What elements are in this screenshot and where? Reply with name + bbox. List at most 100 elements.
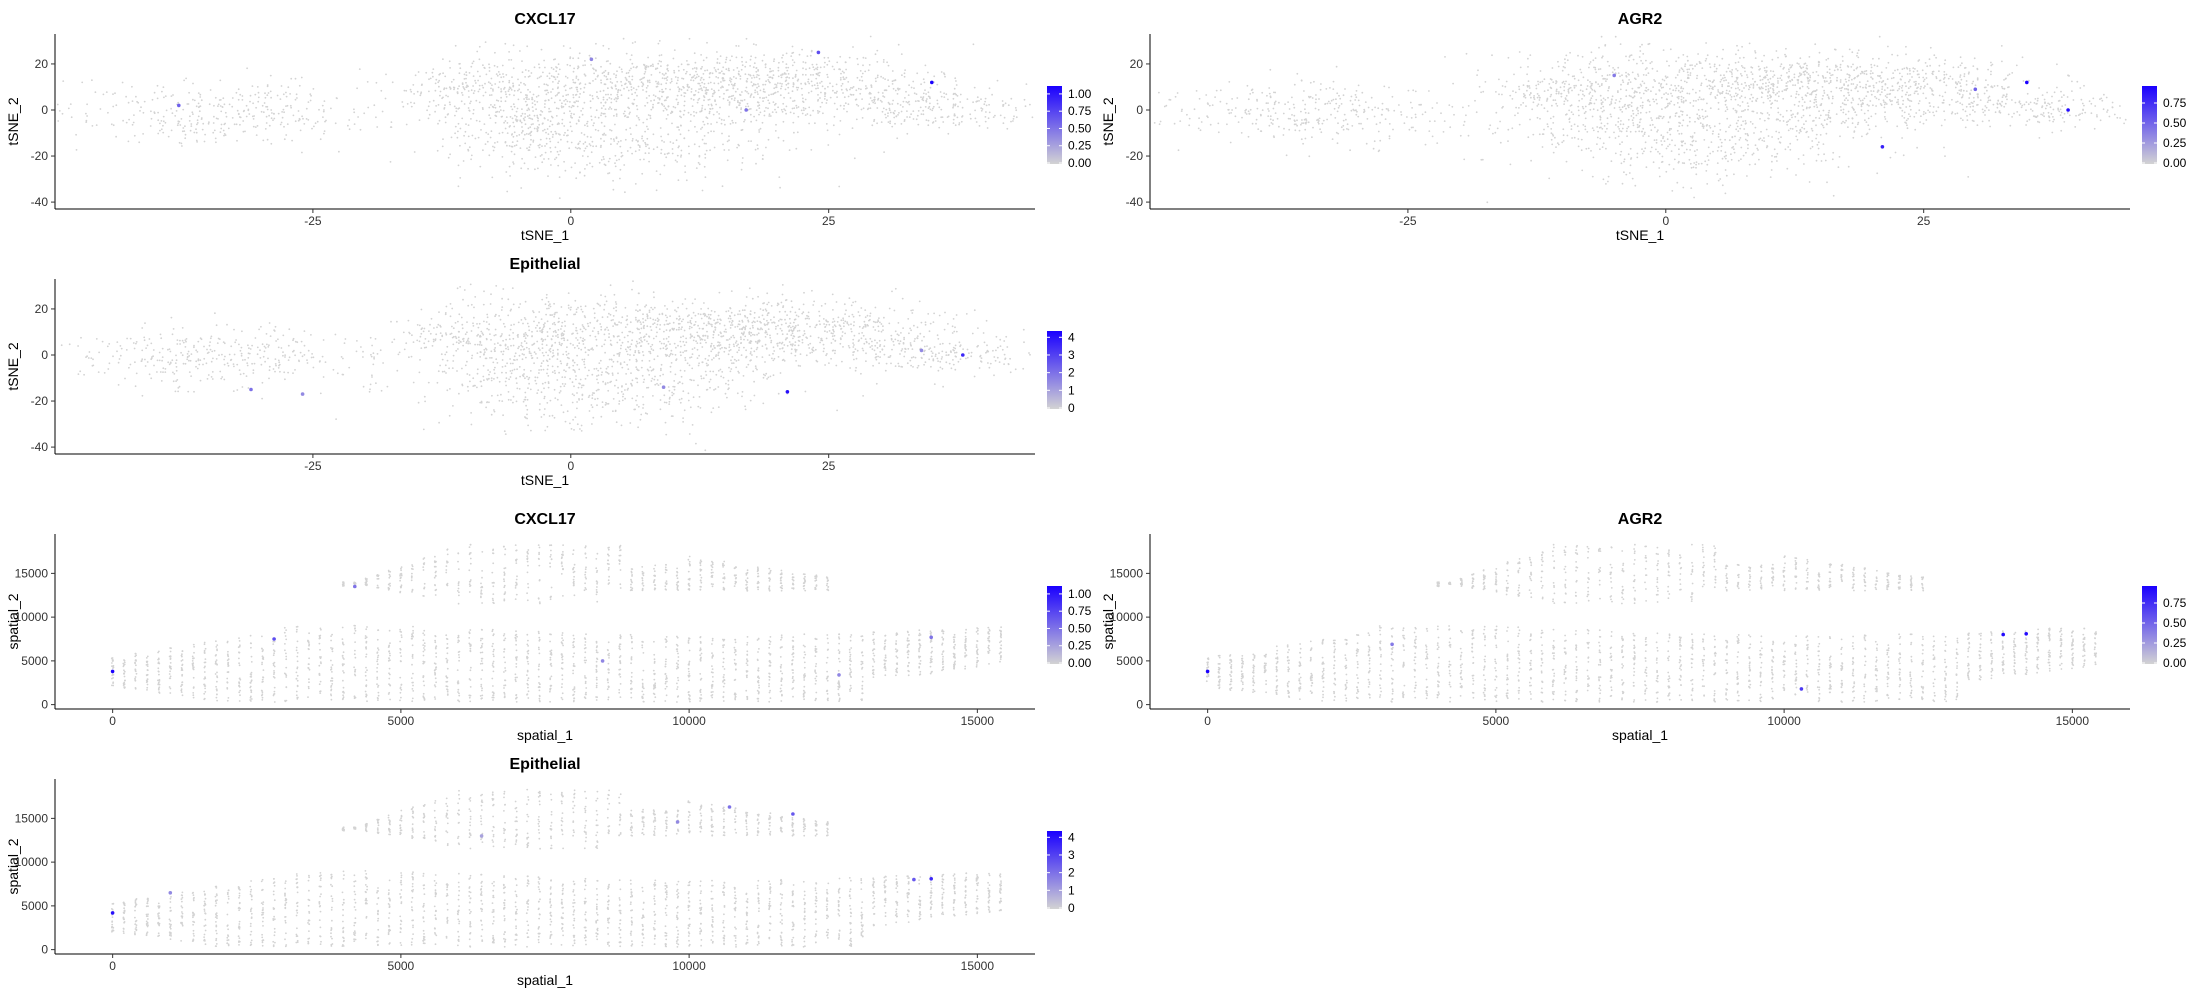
cell-point <box>1838 87 1841 90</box>
cell-point <box>1617 91 1619 94</box>
cell-point <box>1488 128 1491 130</box>
cell-point <box>833 115 836 118</box>
cell-point <box>682 77 685 80</box>
cell-point <box>1361 91 1364 94</box>
cell-point <box>231 105 234 108</box>
cell-point <box>465 123 467 125</box>
cell-point <box>698 163 701 166</box>
cell-point <box>1584 128 1587 131</box>
cell-point <box>1668 102 1671 104</box>
cell-point <box>1507 128 1510 131</box>
cell-point <box>1633 91 1636 94</box>
cell-point <box>1499 120 1501 123</box>
cell-point <box>1771 155 1773 157</box>
cell-point <box>470 118 472 120</box>
cell-point <box>600 137 602 140</box>
cell-point <box>1628 79 1630 81</box>
cell-point <box>839 55 842 58</box>
cell-point <box>608 172 611 174</box>
cell-point <box>1790 66 1793 68</box>
cell-point <box>463 88 466 91</box>
cell-point <box>1901 84 1904 87</box>
cell-point <box>1692 166 1695 169</box>
cell-point <box>1412 126 1414 129</box>
cell-point <box>615 74 618 77</box>
cell-point <box>772 70 774 72</box>
cell-point <box>181 130 184 133</box>
cell-point <box>1197 127 1200 130</box>
cell-point <box>1626 127 1628 130</box>
cell-point <box>1772 88 1774 90</box>
cell-point <box>913 87 915 89</box>
cell-point <box>1800 116 1803 119</box>
cell-point <box>1773 74 1776 77</box>
cell-point <box>556 93 559 96</box>
cell-point <box>749 58 752 61</box>
cell-point <box>1486 201 1489 204</box>
cell-point <box>1932 111 1934 114</box>
cell-point <box>1719 80 1722 83</box>
cell-point <box>766 74 769 76</box>
cell-point <box>609 129 611 131</box>
cell-point <box>1767 91 1769 94</box>
cell-point <box>1517 112 1519 114</box>
cell-point <box>1621 106 1624 109</box>
cell-point <box>1211 104 1214 106</box>
cell-point <box>1709 126 1712 129</box>
cell-point <box>1294 129 1297 132</box>
cell-point <box>1428 130 1431 132</box>
cell-point <box>894 122 896 125</box>
cell-point <box>417 71 420 73</box>
cell-point <box>1158 123 1161 126</box>
cell-point <box>114 92 116 95</box>
cell-point <box>566 77 569 79</box>
cell-point <box>2079 87 2082 89</box>
cell-point <box>677 126 680 129</box>
cell-point <box>730 98 733 100</box>
cell-point <box>573 113 575 116</box>
cell-point <box>458 107 461 109</box>
cell-point <box>1592 156 1595 159</box>
cell-point <box>1683 80 1686 83</box>
cell-point <box>823 98 826 100</box>
cell-point <box>852 93 855 96</box>
cell-point <box>767 99 770 102</box>
cell-point <box>1990 73 1992 76</box>
cell-point <box>1925 72 1927 75</box>
cell-point <box>716 121 718 124</box>
cell-point <box>934 117 937 119</box>
cell-point <box>1236 97 1239 99</box>
cell-point <box>1987 84 1989 86</box>
cell-point <box>506 122 509 124</box>
cell-point <box>525 133 528 135</box>
cell-point <box>745 61 748 63</box>
cell-point <box>543 106 546 108</box>
cell-point <box>176 124 179 127</box>
cell-point <box>1585 147 1588 150</box>
cell-point <box>482 94 485 97</box>
cell-point <box>774 108 776 111</box>
legend-tick-label: 0.50 <box>1068 121 1092 135</box>
cell-point <box>640 81 643 84</box>
cell-point <box>1932 106 1935 108</box>
cell-point <box>132 121 135 124</box>
cell-point <box>884 89 887 92</box>
cell-point <box>1596 136 1599 139</box>
cell-point <box>1839 79 1842 81</box>
cell-point <box>1789 148 1792 151</box>
cell-point <box>478 45 481 48</box>
cell-point <box>503 121 505 124</box>
cell-point <box>1813 80 1816 83</box>
cell-point <box>461 82 464 84</box>
cell-point <box>505 93 507 96</box>
cell-point <box>1766 95 1769 97</box>
cell-point <box>1759 137 1762 140</box>
cell-point <box>936 83 939 86</box>
cell-point <box>589 106 592 109</box>
cell-point <box>570 141 573 144</box>
cell-point <box>1753 132 1755 134</box>
cell-point <box>2007 113 2010 116</box>
cell-point <box>692 79 695 82</box>
cell-point <box>1580 71 1583 74</box>
cell-point <box>791 107 794 110</box>
